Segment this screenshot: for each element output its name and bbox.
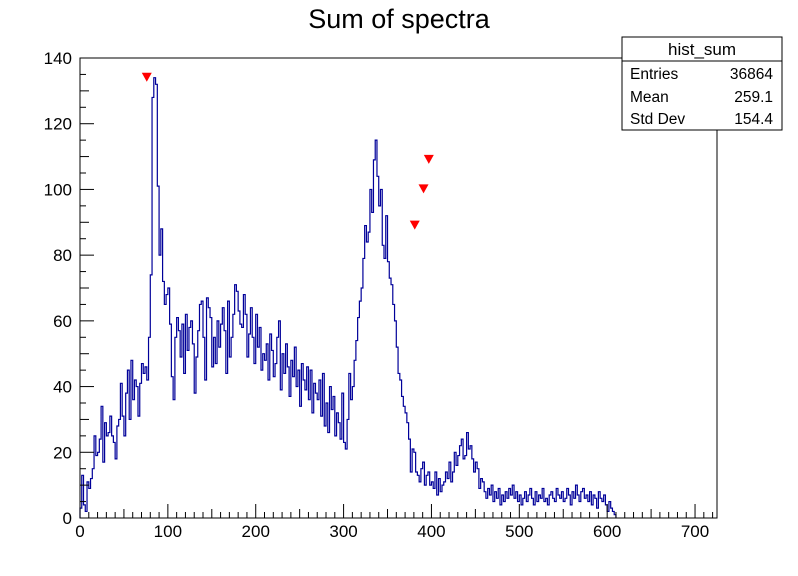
x-tick-label: 600 — [593, 522, 621, 541]
x-tick-label: 100 — [154, 522, 182, 541]
chart-title: Sum of spectra — [308, 4, 491, 34]
y-tick-label: 60 — [53, 312, 72, 331]
stats-entries-label: Entries — [630, 66, 678, 83]
y-tick-label: 80 — [53, 246, 72, 265]
y-tick-label: 100 — [44, 180, 72, 199]
x-tick-label: 300 — [329, 522, 357, 541]
stats-mean-label: Mean — [630, 89, 669, 106]
plot-frame — [79, 57, 718, 519]
plot-frame-rect — [79, 57, 718, 519]
x-tick-label: 500 — [505, 522, 533, 541]
x-tick-label: 400 — [417, 522, 445, 541]
y-tick-label: 20 — [53, 443, 72, 462]
histogram-series-line — [79, 77, 617, 518]
stats-box-title: hist_sum — [668, 40, 736, 59]
stats-entries-value: 36864 — [730, 66, 773, 83]
x-tick-label: 200 — [242, 522, 270, 541]
stats-box-frame — [621, 36, 783, 131]
peak-markers — [141, 72, 434, 230]
stats-stddev-value: 154.4 — [734, 111, 773, 128]
x-tick-label: 0 — [75, 522, 84, 541]
y-tick-label: 140 — [44, 49, 72, 68]
peak-marker — [141, 72, 152, 82]
peak-marker — [423, 154, 434, 164]
x-axis: 0 100 200 300 400 500 600 700 — [75, 504, 714, 541]
peak-marker — [418, 184, 429, 194]
stats-mean-value: 259.1 — [734, 89, 773, 106]
stats-stddev-label: Std Dev — [630, 111, 685, 128]
y-tick-label: 40 — [53, 378, 72, 397]
y-tick-label: 120 — [44, 115, 72, 134]
stats-box: hist_sum Entries 36864 Mean 259.1 Std De… — [621, 36, 783, 131]
y-axis: 0 20 40 60 80 100 120 140 — [44, 49, 94, 528]
peak-marker — [409, 220, 420, 230]
x-tick-label: 700 — [681, 522, 709, 541]
y-tick-label: 0 — [63, 509, 72, 528]
